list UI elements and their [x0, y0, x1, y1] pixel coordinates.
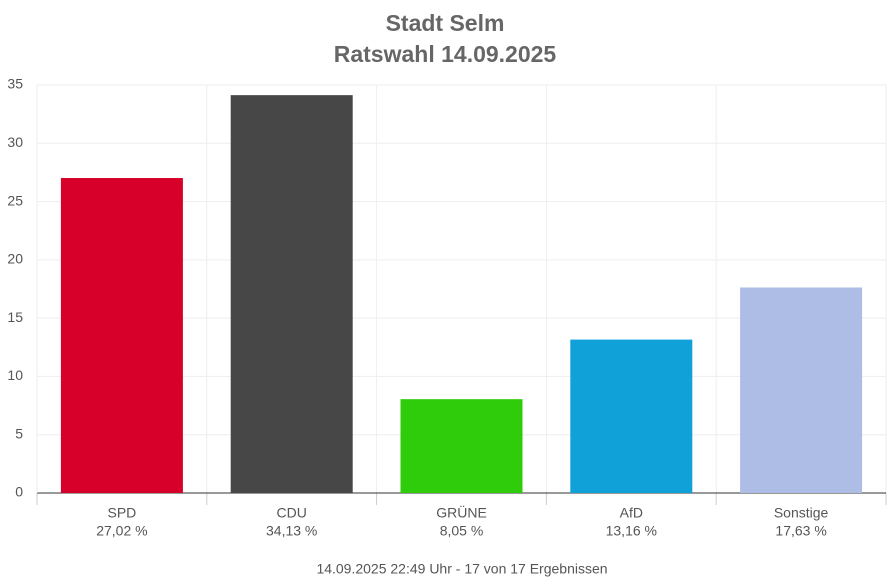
bar	[740, 287, 863, 493]
x-tick-label: GRÜNE	[436, 504, 487, 521]
footer: 14.09.2025 22:49 Uhr - 17 von 17 Ergebni…	[316, 561, 607, 577]
x-tick-label: Sonstige	[774, 505, 829, 521]
x-tick-label: CDU	[277, 505, 307, 521]
x-tick-label: SPD	[108, 505, 137, 521]
y-tick-label: 30	[7, 134, 23, 150]
y-tick-label: 10	[7, 367, 23, 383]
y-tick-label: 20	[7, 251, 23, 267]
value-label: 34,13 %	[266, 523, 317, 539]
value-label: 17,63 %	[775, 523, 826, 539]
bar	[60, 178, 183, 494]
y-tick-label: 5	[15, 425, 23, 441]
bar	[230, 95, 353, 493]
x-tick-label: AfD	[620, 505, 643, 521]
chart-title: Stadt Selm	[386, 10, 505, 36]
bar	[400, 399, 523, 493]
value-label: 13,16 %	[606, 523, 657, 539]
y-tick-label: 0	[15, 484, 23, 500]
bar	[570, 339, 693, 493]
chart-subtitle: Ratswahl 14.09.2025	[334, 41, 557, 67]
y-tick-label: 15	[7, 309, 23, 325]
value-label: 8,05 %	[440, 523, 484, 539]
value-label: 27,02 %	[96, 523, 147, 539]
y-tick-label: 35	[7, 76, 23, 92]
y-tick-label: 25	[7, 192, 23, 208]
